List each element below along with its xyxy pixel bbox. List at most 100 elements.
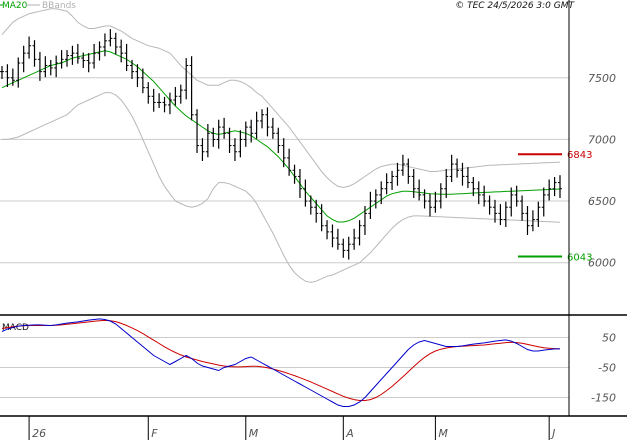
ohlc-bar: [5, 64, 10, 88]
ohlc-bar: [460, 162, 465, 186]
ohlc-bar: [108, 29, 113, 47]
ohlc-bar: [146, 82, 151, 104]
ohlc-bar: [65, 50, 70, 67]
header: MA20 BBands © TEC 24/5/2026 3:0 GMT: [0, 1, 576, 11]
ohlc-bar: [330, 224, 335, 248]
ohlc-bar: [70, 45, 75, 65]
ohlc-bar: [189, 56, 194, 121]
ohlc-bar: [303, 179, 308, 207]
ohlc-bar: [216, 119, 221, 149]
ohlc-bar: [178, 84, 183, 104]
ohlc-bar: [384, 173, 389, 195]
level-label: 6843: [567, 150, 592, 161]
price-tick-label: 6500: [588, 195, 616, 208]
ohlc-bar: [195, 109, 200, 153]
ohlc-bar: [232, 138, 237, 161]
ohlc-bar: [433, 191, 438, 213]
ohlc-bar: [243, 121, 248, 147]
ohlc-bar: [411, 169, 416, 198]
ohlc-bar: [520, 195, 525, 221]
ohlc-bar: [552, 177, 557, 197]
ohlc-bar: [167, 92, 172, 115]
ohlc-bar: [81, 52, 86, 68]
ohlc-bar: [357, 220, 362, 246]
ohlc-bar: [362, 205, 367, 235]
ohlc-bar: [281, 138, 286, 168]
ma20-line: [1, 50, 561, 223]
ohlc-bar: [48, 59, 53, 76]
macd-tick-label: -150: [591, 392, 616, 405]
ohlc-bar: [21, 45, 26, 73]
ohlc-bar: [308, 195, 313, 215]
ohlc-bar: [27, 36, 32, 59]
ohlc-bar: [43, 56, 48, 78]
price-panel: 7500 7000 6500 6000 6843 6043: [0, 8, 616, 283]
x-tick-label: F: [151, 427, 158, 440]
ohlc-bar: [260, 109, 265, 129]
ohlc-bar: [37, 51, 42, 81]
ohlc-bar: [92, 43, 97, 69]
ohlc-bar: [287, 148, 292, 176]
macd-signal-line: [1, 319, 561, 401]
ohlc-bar: [514, 185, 519, 207]
ohlc-bar: [97, 41, 102, 61]
ohlc-bar: [75, 43, 80, 64]
ohlc-bar: [162, 96, 167, 113]
ohlc-bar: [373, 189, 378, 209]
ohlc-bar: [238, 130, 243, 158]
ohlc-bar: [536, 201, 541, 227]
ohlc-bar: [379, 181, 384, 205]
ohlc-bar: [417, 179, 422, 201]
ohlc-bar: [471, 177, 476, 197]
ohlc-bar: [32, 40, 37, 67]
ohlc-bar: [130, 59, 135, 80]
ohlc-bars: [0, 29, 562, 260]
ohlc-bar: [265, 107, 270, 137]
ohlc-bar: [140, 68, 145, 94]
ohlc-bar: [292, 164, 297, 184]
ohlc-bar: [119, 39, 124, 63]
ohlc-bar: [135, 64, 140, 88]
macd-gridlines: [0, 337, 569, 398]
macd-line: [1, 318, 560, 407]
ohlc-bar: [335, 228, 340, 250]
ohlc-bar: [16, 57, 21, 88]
ohlc-bar: [352, 228, 357, 250]
x-tick-label: M: [249, 427, 259, 440]
x-tick-label: M: [438, 427, 448, 440]
ohlc-bar: [102, 33, 107, 57]
ohlc-bar: [184, 58, 189, 100]
ohlc-bar: [368, 191, 373, 219]
ohlc-bar: [227, 127, 232, 153]
ohlc-bar: [222, 117, 227, 139]
ohlc-bar: [541, 187, 546, 217]
macd-tick-label: 50: [602, 332, 616, 345]
ohlc-bar: [54, 55, 59, 78]
ohlc-bar: [151, 88, 156, 112]
ohlc-bar: [438, 183, 443, 209]
price-tick-labels: 7500 7000 6500 6000: [588, 72, 616, 270]
ohlc-bar: [211, 127, 216, 147]
price-gridlines: [0, 77, 569, 264]
ohlc-bar: [476, 181, 481, 205]
ohlc-bar: [509, 187, 514, 217]
ohlc-bar: [124, 43, 129, 72]
ohlc-bar: [395, 162, 400, 186]
ohlc-bar: [346, 236, 351, 260]
ohlc-bar: [319, 204, 324, 232]
ohlc-bar: [341, 238, 346, 258]
ohlc-bar: [297, 169, 302, 198]
price-tick-label: 7000: [588, 133, 616, 146]
macd-title: MACD: [2, 323, 29, 333]
copyright-timestamp: © TEC 24/5/2026 3:0 GMT: [455, 1, 575, 11]
ohlc-bar: [455, 158, 460, 178]
ohlc-bar: [487, 195, 492, 215]
ohlc-bar: [270, 117, 275, 139]
ohlc-bar: [444, 169, 449, 198]
macd-tick-labels: 50 -50 -150: [591, 332, 616, 405]
ohlc-bar: [525, 205, 530, 235]
x-axis-ticks: 26 F M A M J: [28, 416, 555, 440]
price-tick-label: 6000: [588, 257, 616, 270]
ohlc-bar: [498, 204, 503, 226]
ohlc-bar: [558, 175, 562, 198]
